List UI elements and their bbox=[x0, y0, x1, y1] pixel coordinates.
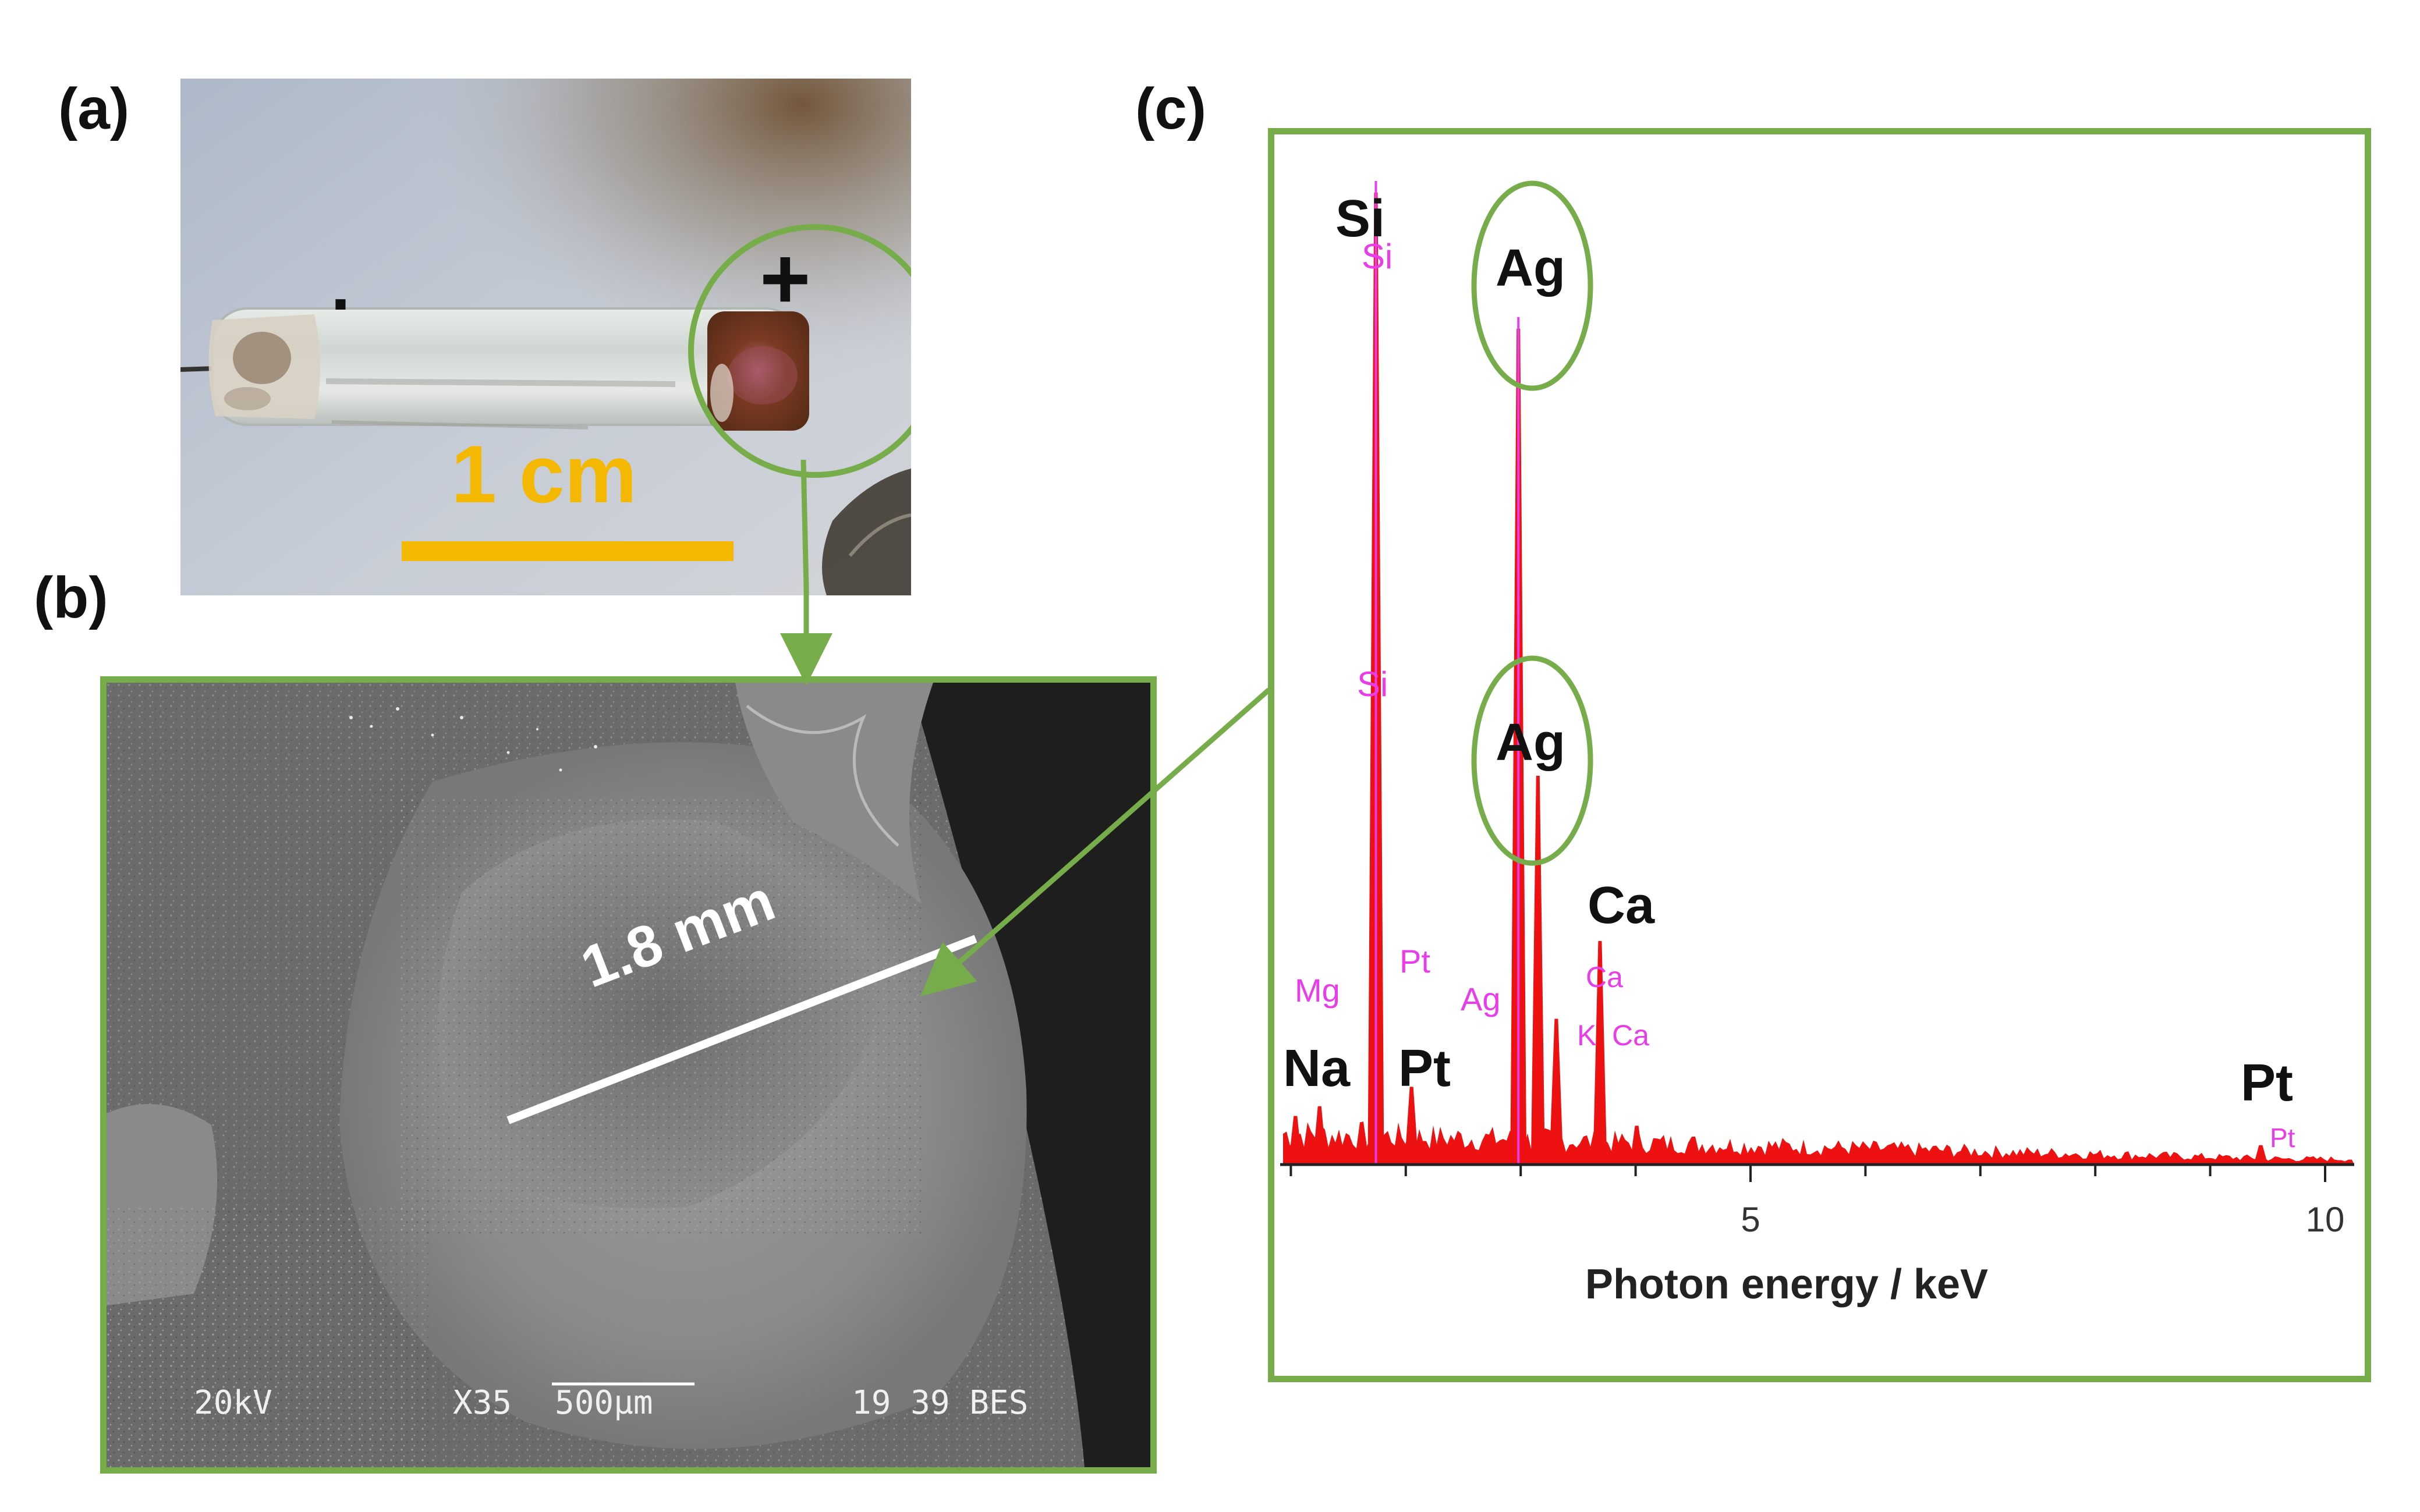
photo-panel-a: - + 1 cm bbox=[180, 79, 942, 595]
peak-label-pt-right: Pt bbox=[2241, 1054, 2293, 1112]
panel-label-b: (b) bbox=[34, 565, 108, 630]
electrode-photo bbox=[180, 79, 942, 595]
minus-sign: - bbox=[334, 248, 348, 346]
spectrum-peak-k-6 bbox=[1549, 1018, 1564, 1165]
peak-label-si: Si bbox=[1335, 190, 1385, 248]
tick-label-5: 5 bbox=[1741, 1200, 1760, 1239]
sw-label-k: K bbox=[1577, 1019, 1596, 1052]
sem-panel-b: 1.8 mm 20kV X35 500μm 19 39 BES bbox=[100, 676, 1157, 1474]
sw-label-mg: Mg bbox=[1295, 972, 1340, 1009]
panel-label-a: (a) bbox=[58, 76, 130, 141]
ag-highlight-circle-mid bbox=[1471, 655, 1593, 866]
edx-spectrum-chart: Si Si Mg Pt Ag Ca Ca K Pt Si Ag Ag Ca Na… bbox=[1280, 180, 2354, 1308]
sw-label-si-mid: Si bbox=[1357, 665, 1388, 704]
sem-image bbox=[107, 683, 1150, 1467]
sem-info-mag: X35 bbox=[453, 1384, 512, 1422]
sw-label-si-top: Si bbox=[1362, 237, 1393, 276]
sw-label-ag-small: Ag bbox=[1461, 981, 1501, 1017]
sw-label-pt: Pt bbox=[1399, 943, 1430, 979]
tick-label-10: 10 bbox=[2306, 1200, 2345, 1239]
measurement-line bbox=[506, 935, 977, 1124]
sw-label-pt-far: Pt bbox=[2270, 1123, 2295, 1153]
scale-label: 1 cm bbox=[451, 428, 637, 520]
x-axis-label: Photon energy / keV bbox=[1585, 1261, 1988, 1308]
sem-info-kv: 20kV bbox=[194, 1384, 272, 1422]
panel-label-c: (c) bbox=[1135, 76, 1207, 141]
sw-label-ca-b: Ca bbox=[1612, 1019, 1649, 1052]
peak-label-ag-top: Ag bbox=[1496, 239, 1565, 297]
spectrum-peak-ca-8 bbox=[1629, 1126, 1644, 1165]
ag-highlight-circle-top bbox=[1471, 180, 1593, 391]
spectrum-peak-pt-3 bbox=[1404, 1087, 1419, 1165]
peak-label-na: Na bbox=[1283, 1039, 1351, 1098]
sem-info-scale: 500μm bbox=[555, 1384, 653, 1422]
spectrum-continuum bbox=[1283, 1121, 2354, 1165]
sw-label-ca-a: Ca bbox=[1586, 961, 1623, 993]
spectrum-peak-pt-9 bbox=[2254, 1145, 2268, 1165]
peak-label-pt-left: Pt bbox=[1398, 1039, 1451, 1098]
spectrum-peak-ag-5 bbox=[1530, 776, 1545, 1165]
sem-info-id: 19 39 BES bbox=[852, 1384, 1029, 1422]
spectrum-peak-mg-1 bbox=[1312, 1106, 1327, 1165]
scale-bar bbox=[402, 541, 734, 561]
spectrum-peak-ca-7 bbox=[1593, 940, 1607, 1165]
plus-sign: + bbox=[760, 229, 811, 327]
spectrum-peak-na-0 bbox=[1288, 1116, 1303, 1165]
edx-panel-c: Si Si Mg Pt Ag Ca Ca K Pt Si Ag Ag Ca Na… bbox=[1268, 128, 2371, 1382]
peak-label-ca: Ca bbox=[1588, 876, 1655, 935]
peak-label-ag-mid: Ag bbox=[1496, 714, 1565, 772]
